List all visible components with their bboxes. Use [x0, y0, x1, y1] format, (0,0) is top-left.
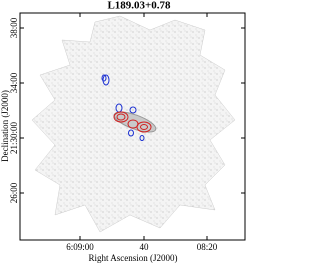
x-axis-label: Right Ascension (J2000) [89, 253, 178, 263]
contours [101, 74, 157, 141]
figure: L189.03+0.78 Right Ascension (J2000) Dec… [0, 0, 246, 263]
x-tick-label: 6:09:00 [66, 242, 94, 252]
y-tick-label: 26:00 [9, 182, 19, 203]
plot-frame [19, 12, 246, 241]
title: L189.03+0.78 [107, 0, 171, 12]
y-axis-label: Declination (J2000) [0, 90, 10, 162]
x-tick-label: 40 [140, 242, 150, 252]
y-tick-label: 38:00 [9, 17, 19, 38]
y-tick-label: 34:00 [9, 72, 19, 93]
x-tick-label: 08:20 [197, 242, 218, 252]
y-tick-label: 21:30:00 [9, 122, 19, 155]
